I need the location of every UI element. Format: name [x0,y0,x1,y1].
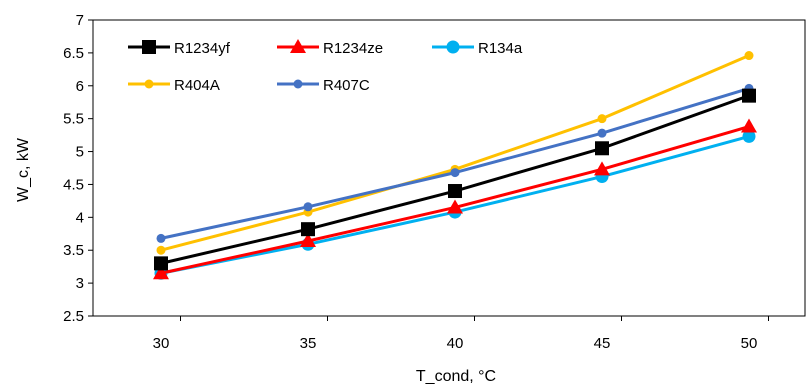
x-tick-label: 35 [300,335,317,352]
data-point [594,161,610,176]
series-layer [153,51,757,280]
legend-marker [290,39,306,53]
data-point [301,222,315,237]
x-tick-label: 30 [153,335,170,352]
data-point [300,233,316,248]
y-tick-label: 4.5 [63,176,84,193]
data-point [597,128,607,138]
data-point [447,199,463,214]
y-tick-label: 5 [76,144,84,161]
series-r1234ze [153,118,757,280]
x-tick-label: 45 [594,335,611,352]
series-r407c [156,83,754,243]
legend-item-r404a: R404A [128,77,220,94]
data-point [450,168,460,178]
data-point [153,265,169,280]
legend-marker [446,40,460,54]
y-axis-title: W_c, kW [15,137,32,202]
y-tick-label: 3.5 [63,242,84,259]
series-r1234yf [154,88,756,271]
data-point [595,141,609,156]
legend-item-r134a: R134a [432,40,523,57]
data-point [597,114,607,124]
legend-label: R407C [323,77,370,94]
y-tick-label: 5.5 [63,111,84,128]
legend-marker [142,40,156,54]
data-point [448,184,462,199]
legend-marker [293,79,303,89]
y-tick-label: 4 [76,209,84,226]
x-tick-label: 40 [447,335,464,352]
x-tick-label: 50 [741,335,758,352]
y-tick-label: 3 [76,275,84,292]
legend-item-r407c: R407C [277,77,370,94]
legend-label: R1234ze [323,40,383,57]
y-tick-label: 2.5 [63,308,84,325]
legend-item-r1234ze: R1234ze [277,39,383,57]
data-point [741,118,757,133]
legend-label: R1234yf [174,40,231,57]
legend: R1234yf R1234ze R134a R404A R407C [128,39,523,94]
data-point [303,202,313,212]
x-axis: 30 35 40 45 50 [153,316,769,352]
y-tick-label: 6 [76,78,84,95]
x-axis-title: T_cond, °C [416,368,496,385]
y-tick-label: 6.5 [63,45,84,62]
legend-item-r1234yf: R1234yf [128,40,231,57]
y-axis: 2.5 3 3.5 4 4.5 5 5.5 6 6.5 7 [63,12,93,325]
data-point [156,245,166,255]
data-point [742,129,756,143]
legend-label: R134a [478,40,523,57]
plot-area [92,19,806,317]
legend-label: R404A [174,77,220,94]
data-point [742,88,756,103]
data-point [154,256,168,271]
data-point [744,51,754,61]
plot-border [92,19,806,317]
legend-marker [144,79,154,89]
data-point [156,233,166,243]
y-tick-label: 7 [76,12,84,29]
